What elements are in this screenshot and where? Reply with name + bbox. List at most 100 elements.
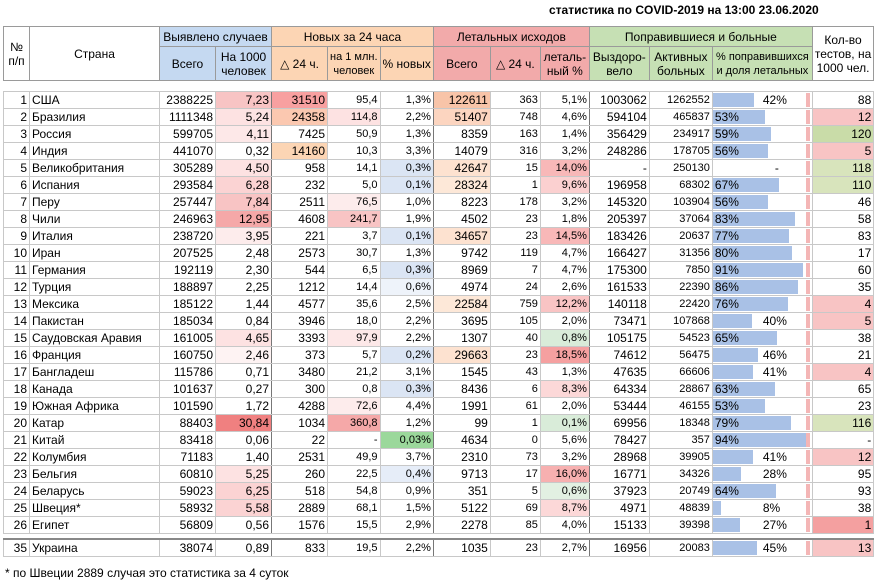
new-pct: 0,9% <box>379 482 434 500</box>
table-row: 17 Бангладеш 115786 0,71 3480 21,2 3,1% 1545 43 1… <box>3 363 875 381</box>
new-24h: 2511 <box>271 193 328 211</box>
new-pct: 1,5% <box>379 499 434 517</box>
row-number: 20 <box>3 414 30 432</box>
cases-per1000: 2,46 <box>215 346 272 364</box>
row-number: 9 <box>3 227 30 245</box>
new-24h: 2889 <box>271 499 328 517</box>
lethal-pct: 2,0% <box>539 397 590 415</box>
cases-total: 60810 <box>159 465 216 483</box>
row-number: 7 <box>3 193 30 211</box>
active-count: 34326 <box>648 465 713 483</box>
deaths-total: 29663 <box>432 346 491 364</box>
recovered-count: 161533 <box>588 278 650 296</box>
cases-per1000: 0,27 <box>215 380 272 398</box>
active-count: 31356 <box>648 244 713 262</box>
cases-per1000: 5,25 <box>215 465 272 483</box>
new-per1m: 241,7 <box>327 210 381 228</box>
new-24h: 31510 <box>271 91 328 109</box>
tests-per1000: 35 <box>811 278 875 296</box>
recovered-count: - <box>588 159 650 177</box>
recovered-bar-fill <box>713 518 740 532</box>
recovered-pct-bar: 41% <box>711 363 813 381</box>
lethal-pct: 4,7% <box>539 244 590 262</box>
new-per1m: 5,0 <box>327 176 381 194</box>
lethal-share-mark <box>805 314 810 328</box>
new-pct: 0,03% <box>379 431 434 449</box>
deaths-24h: 163 <box>489 125 541 143</box>
header-pct-new: % новых <box>379 46 434 81</box>
new-24h: 373 <box>271 346 328 364</box>
deaths-24h: 105 <box>489 312 541 330</box>
tests-per1000: 60 <box>811 261 875 279</box>
new-pct: 2,5% <box>379 295 434 313</box>
lethal-share-mark <box>805 195 810 209</box>
new-pct: 0,6% <box>379 278 434 296</box>
cases-total: 192119 <box>159 261 216 279</box>
table-row: 23 Бельгия 60810 5,25 260 22,5 0,4% 9713 17 16,0%… <box>3 465 875 483</box>
new-per1m: 10,3 <box>327 142 381 160</box>
cases-total: 59023 <box>159 482 216 500</box>
recovered-pct-label: 53% <box>714 398 739 413</box>
deaths-total: 14079 <box>432 142 491 160</box>
lethal-pct: 1,4% <box>539 125 590 143</box>
cases-per1000: 0,89 <box>215 538 272 557</box>
cases-total: 2388225 <box>159 91 216 109</box>
table-row: 12 Турция 188897 2,25 1212 14,4 0,6% 4974 24 2,6%… <box>3 278 875 296</box>
lethal-share-mark <box>805 246 810 260</box>
row-number: 19 <box>3 397 30 415</box>
tests-per1000: 58 <box>811 210 875 228</box>
recovered-pct-label: 86% <box>714 279 739 294</box>
new-24h: 2531 <box>271 448 328 466</box>
cases-per1000: 12,95 <box>215 210 272 228</box>
lethal-pct: 8,7% <box>539 499 590 517</box>
new-24h: 833 <box>271 538 328 557</box>
recovered-count: 594104 <box>588 108 650 126</box>
tests-per1000: 4 <box>811 295 875 313</box>
table-row: 10 Иран 207525 2,48 2573 30,7 1,3% 9742 119 4,7% 1… <box>3 244 875 262</box>
new-per1m: 49,9 <box>327 448 381 466</box>
cases-per1000: 3,95 <box>215 227 272 245</box>
active-count: 1262552 <box>648 91 713 109</box>
new-pct: 1,9% <box>379 210 434 228</box>
new-24h: 4608 <box>271 210 328 228</box>
lethal-pct: 8,3% <box>539 380 590 398</box>
recovered-pct-label: 67% <box>714 177 739 192</box>
active-count: 39398 <box>648 516 713 534</box>
deaths-total: 99 <box>432 414 491 432</box>
cases-total: 161005 <box>159 329 216 347</box>
cases-total: 160750 <box>159 346 216 364</box>
deaths-24h: 24 <box>489 278 541 296</box>
new-24h: 3946 <box>271 312 328 330</box>
deaths-total: 2278 <box>432 516 491 534</box>
recovered-pct-bar: 53% <box>711 397 813 415</box>
recovered-count: 196958 <box>588 176 650 194</box>
new-pct: 1,2% <box>379 414 434 432</box>
cases-per1000: 0,84 <box>215 312 272 330</box>
lethal-pct: 0,8% <box>539 329 590 347</box>
recovered-pct-label: 80% <box>714 245 739 260</box>
cases-total: 115786 <box>159 363 216 381</box>
new-pct: 1,3% <box>379 91 434 109</box>
cases-per1000: 5,24 <box>215 108 272 126</box>
deaths-total: 8436 <box>432 380 491 398</box>
cases-per1000: 30,84 <box>215 414 272 432</box>
header-pct-recovered: % поправившихся и доля летальных <box>711 46 813 81</box>
country-name: Пакистан <box>29 312 160 330</box>
header-num: № п/п <box>3 26 30 81</box>
recovered-pct-bar: 91% <box>711 261 813 279</box>
deaths-24h: 363 <box>489 91 541 109</box>
recovered-pct-label: 91% <box>714 262 739 277</box>
cases-per1000: 4,65 <box>215 329 272 347</box>
row-number: 23 <box>3 465 30 483</box>
lethal-pct: 9,6% <box>539 176 590 194</box>
row-number: 12 <box>3 278 30 296</box>
new-24h: 260 <box>271 465 328 483</box>
table-row: 6 Испания 293584 6,28 232 5,0 0,1% 28324 1 9,6% 19… <box>3 176 875 194</box>
recovered-bar-fill <box>713 144 769 158</box>
deaths-total: 3695 <box>432 312 491 330</box>
new-24h: 1034 <box>271 414 328 432</box>
deaths-24h: 17 <box>489 465 541 483</box>
deaths-24h: 1 <box>489 414 541 432</box>
cases-total: 207525 <box>159 244 216 262</box>
active-count: 7850 <box>648 261 713 279</box>
